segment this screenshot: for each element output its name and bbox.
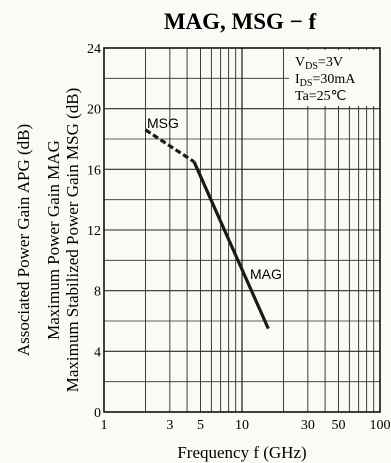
conditions-box: VDS=3V IDS=30mA Ta=25℃ [289,50,379,106]
condition-vds: VDS=3V [295,55,343,72]
y-tick-label: 4 [94,345,101,360]
grid [104,48,380,412]
x-tick-label: 30 [301,418,315,433]
series-line-mag [192,161,270,330]
x-tick-label: 50 [331,418,345,433]
y-axis-label-apg: Associated Power Gain APG (dB) [14,124,33,356]
y-tick-label: 0 [94,406,101,421]
series-label-msg: MSG [147,115,179,131]
y-axis-label-mag: Maximum Power Gain MAG [44,140,63,340]
x-tick-label: 100 [370,418,391,433]
plot-frame [103,47,381,413]
tick-labels: 1 3 5 10 30 50 100 0 4 8 12 16 20 24 [87,42,391,433]
series-layer [144,128,270,330]
x-axis-label: Frequency f (GHz) [177,443,306,462]
y-tick-label: 20 [87,103,101,118]
y-tick-label: 8 [94,285,101,300]
y-tick-label: 16 [87,163,101,178]
chart-title: MAG, MSG − f [164,9,317,34]
y-tick-label: 24 [87,42,101,57]
condition-ta: Ta=25℃ [295,89,346,104]
series-line-msg [144,128,195,164]
conditions-background [289,50,379,106]
x-tick-label: 10 [235,418,249,433]
y-tick-label: 12 [87,224,101,239]
x-tick-label: 1 [101,418,108,433]
series-label-mag: MAG [250,266,282,282]
x-tick-label: 5 [197,418,204,433]
x-tick-label: 3 [166,418,173,433]
y-axis-label-msg: Maximum Stabilized Power Gain MSG (dB) [63,88,82,393]
